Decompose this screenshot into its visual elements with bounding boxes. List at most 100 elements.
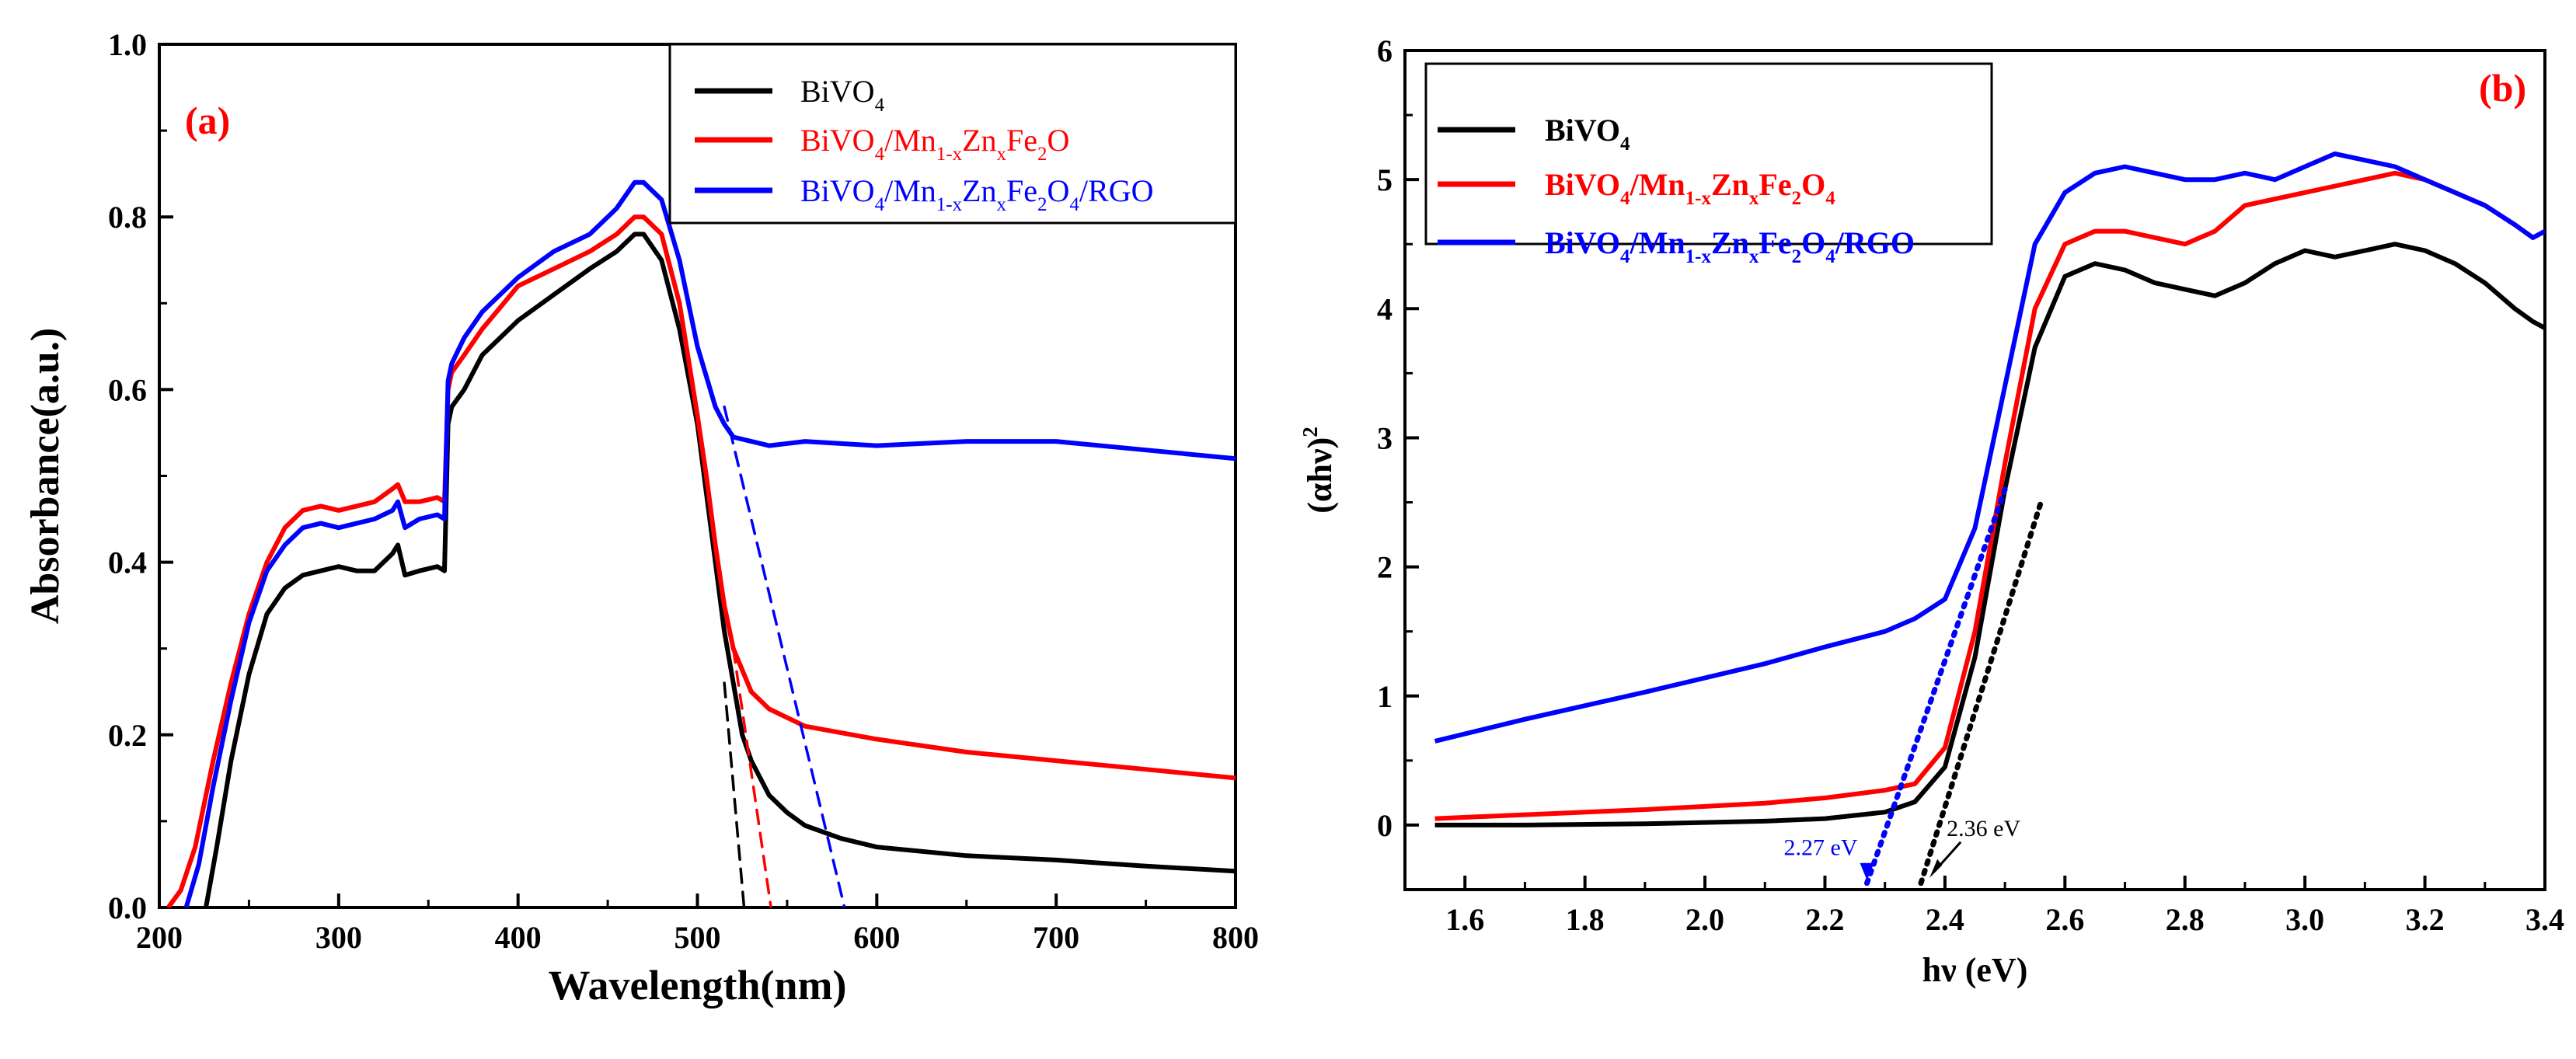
legend-label-3-part: 4: [1825, 246, 1835, 267]
x-tick-label: 500: [675, 920, 721, 955]
legend-label-2-part: /Mn: [1630, 167, 1685, 202]
x-tick-label: 600: [853, 920, 900, 955]
legend-label-2-part: 4: [1620, 188, 1630, 209]
legend-label-2-part: x: [1749, 188, 1759, 209]
panel-label: (b): [2479, 66, 2526, 110]
extrapolation-line-2: [731, 646, 772, 907]
legend-label-3-part: O: [1047, 173, 1070, 208]
legend-label-3: BiVO4/Mn1-xZnxFe2O4/RGO: [800, 173, 1154, 215]
y-tick-label: 0.8: [108, 200, 147, 235]
x-tick-label: 300: [315, 920, 362, 955]
legend-box: [668, 43, 1237, 225]
panel-a-absorbance-chart: 200 300 400 500 600 700 800 0.0 0.2 0.4 0.6 0.8 1.0 W…: [23, 27, 1259, 1008]
plot-area: [166, 179, 1236, 907]
legend-label-2-part: O: [1801, 167, 1825, 202]
x-tick-label: 3.0: [2285, 902, 2324, 937]
series-line-2: [166, 214, 1236, 907]
legend-label-2-part: BiVO: [1545, 167, 1620, 202]
series-line-3: [1434, 151, 2545, 744]
legend-label-2-part: 1-x: [1685, 188, 1712, 209]
y-tick-label: 0.4: [108, 545, 147, 580]
legend-label-3-part: 2: [1037, 194, 1047, 215]
legend-label-1-part: 4: [875, 95, 885, 116]
plot-area: [1434, 151, 2545, 887]
y-tick-label: 4: [1377, 291, 1393, 326]
x-tick-label: 2.0: [1685, 902, 1724, 937]
legend-label-2: BiVO4/Mn1-xZnxFe2O4: [1545, 167, 1835, 209]
series-line-1: [204, 232, 1236, 907]
series-line-3: [183, 179, 1236, 907]
legend-label-1-part: BiVO: [800, 74, 875, 109]
legend-label-3-part: BiVO: [800, 173, 875, 208]
y-tick-label: 0.0: [108, 890, 147, 925]
legend-label-1-part: BiVO: [1545, 113, 1620, 148]
x-tick-label: 1.6: [1445, 902, 1484, 937]
legend-label-2-part: 4: [1825, 188, 1835, 209]
x-tick-label: 200: [136, 920, 183, 955]
legend-label-1: BiVO4: [800, 74, 885, 116]
annotation-arrowhead-2: [1929, 859, 1943, 878]
legend-label-2: BiVO4/Mn1-xZnxFe2O: [800, 123, 1069, 165]
legend-label-2-part: 4: [875, 144, 885, 165]
legend-label-2-part: Fe: [1006, 123, 1037, 158]
legend-label-3: BiVO4/Mn1-xZnxFe2O4/RGO: [1545, 225, 1915, 267]
legend-label-3-part: /Mn: [1630, 225, 1685, 260]
x-axis-label: hν (eV): [1922, 951, 2028, 989]
x-tick-label: 700: [1033, 920, 1079, 955]
legend-label-3-part: 4: [875, 194, 885, 215]
legend-label-1: BiVO4: [1545, 113, 1630, 155]
annotation-label-1: 2.27 eV: [1784, 835, 1858, 861]
legend-label-3-part: Zn: [962, 173, 996, 208]
legend-label-2-part: 2: [1037, 144, 1047, 165]
legend-label-2-part: x: [997, 144, 1007, 165]
legend-label-2-part: 1-x: [936, 144, 963, 165]
legend-label-3-part: Zn: [1711, 225, 1749, 260]
y-tick-label: 0.2: [108, 718, 147, 753]
legend-label-2-part: O: [1047, 123, 1070, 158]
series-line-1: [1434, 242, 2545, 827]
x-tick-label: 3.4: [2525, 902, 2564, 937]
plot-frame: [1403, 49, 2546, 891]
y-axis-label-part: (αhν): [1301, 437, 1339, 514]
y-tick-label: 2: [1377, 550, 1393, 585]
legend-label-3-part: 4: [1069, 194, 1079, 215]
legend-label-3-part: /Mn: [884, 173, 936, 208]
y-tick-label: 5: [1377, 162, 1393, 197]
extrapolation-line-3: [723, 405, 846, 907]
legend-label-3-part: BiVO: [1545, 225, 1620, 260]
x-tick-label: 2.4: [1926, 902, 1964, 937]
y-tick-label: 0: [1377, 808, 1393, 843]
y-tick-label: 1: [1377, 679, 1393, 714]
legend-label-3-part: Fe: [1006, 173, 1037, 208]
x-tick-label: 2.6: [2045, 902, 2084, 937]
legend-label-2-part: Zn: [962, 123, 996, 158]
legend-label-1-part: 4: [1620, 134, 1630, 155]
x-tick-label: 400: [495, 920, 542, 955]
legend-label-3-part: 1-x: [1685, 246, 1712, 267]
extrapolation-line-1: [1864, 486, 2008, 887]
annotation-arrow-1: [1860, 862, 1874, 880]
y-tick-label: 0.6: [108, 372, 147, 407]
x-axis-label: Wavelength(nm): [549, 962, 847, 1008]
y-tick-label: 1.0: [108, 27, 147, 62]
legend-label-2-part: /Mn: [884, 123, 936, 158]
legend-label-3-part: /RGO: [1835, 225, 1915, 260]
y-tick-label: 6: [1377, 33, 1393, 68]
annotation-label-2: 2.36 eV: [1947, 816, 2020, 841]
legend-box: [1424, 62, 1993, 246]
legend-label-3-part: 1-x: [936, 194, 963, 215]
legend-label-3-part: x: [997, 194, 1007, 215]
extrapolation-line-1: [723, 681, 746, 907]
y-axis-label: (αhν)2: [1298, 427, 1339, 514]
extrapolation-line-2: [1918, 500, 2044, 887]
y-axis-label-part: 2: [1298, 427, 1322, 437]
legend-label-3-part: O: [1801, 225, 1825, 260]
x-tick-label: 3.2: [2406, 902, 2445, 937]
panel-label: (a): [185, 99, 230, 142]
legend-label-2-part: Fe: [1759, 167, 1791, 202]
x-tick-label: 1.8: [1566, 902, 1605, 937]
y-tick-label: 3: [1377, 420, 1393, 455]
legend-label-3-part: 2: [1792, 246, 1802, 267]
legend-label-3-part: x: [1749, 246, 1759, 267]
